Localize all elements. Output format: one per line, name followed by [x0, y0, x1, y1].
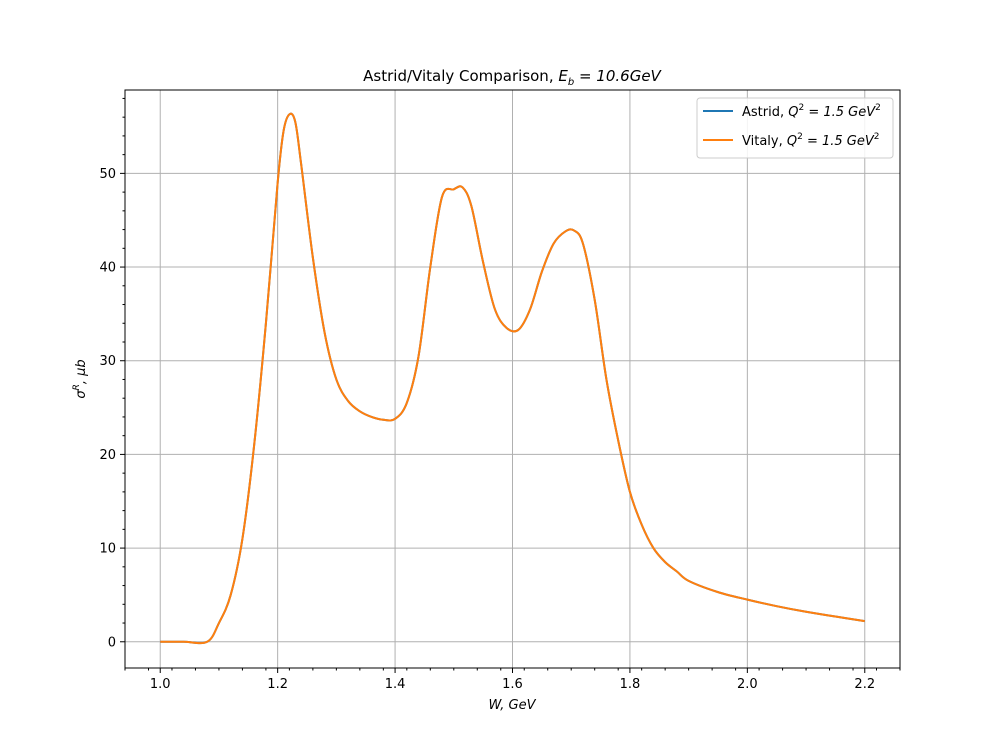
grid-layer: [125, 90, 900, 668]
x-tick-label: 2.0: [737, 677, 758, 692]
legend-label-vitaly: Vitaly, Q2 = 1.5 GeV2: [742, 132, 880, 149]
y-tick-label: 30: [99, 354, 116, 369]
y-tick-label: 0: [108, 635, 116, 650]
y-tick-label: 50: [99, 167, 116, 182]
y-axis-label: σR, μb: [72, 359, 89, 398]
x-axis-ticks: 1.0 1.2 1.4 1.6 1.8 2.0 2.2: [124, 668, 901, 692]
y-tick-label: 10: [99, 542, 116, 557]
y-tick-label: 20: [99, 448, 116, 463]
x-tick-label: 1.0: [150, 677, 171, 692]
y-tick-label: 40: [99, 261, 116, 276]
legend-box: [696, 97, 894, 159]
x-axis-label: W, GeV: [488, 698, 536, 713]
series-line-vitaly: [160, 112, 865, 645]
legend: Astrid, Q2 = 1.5 GeV2 Vitaly, Q2 = 1.5 G…: [696, 97, 894, 159]
x-tick-label: 2.2: [854, 677, 875, 692]
y-axis-ticks: 0 10 20 30 40 50: [99, 97, 125, 650]
series-layer: [160, 112, 865, 645]
x-tick-label: 1.6: [502, 677, 523, 692]
x-tick-label: 1.2: [267, 677, 288, 692]
legend-label-astrid: Astrid, Q2 = 1.5 GeV2: [742, 103, 881, 120]
x-tick-label: 1.4: [385, 677, 406, 692]
chart-title: Astrid/Vitaly Comparison, Eb = 10.6GeV: [363, 67, 662, 88]
x-tick-label: 1.8: [620, 677, 641, 692]
